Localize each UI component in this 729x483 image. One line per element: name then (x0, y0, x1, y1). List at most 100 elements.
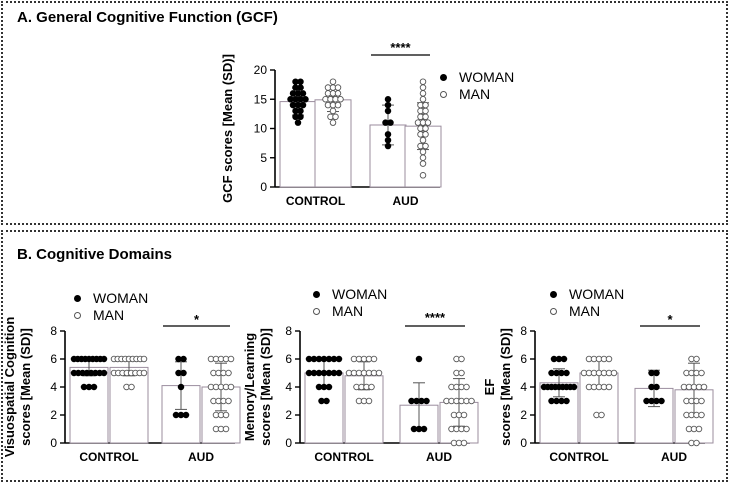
data-point (100, 355, 108, 363)
y-tick-label: 0 (260, 180, 267, 194)
data-point (419, 148, 427, 156)
data-point (334, 84, 342, 91)
data-point (302, 95, 309, 103)
open-circle-icon (313, 308, 320, 315)
legend-label-woman: WOMAN (459, 69, 515, 85)
data-point (297, 84, 304, 91)
y-tick-label: 20 (254, 63, 268, 77)
data-point (297, 113, 304, 121)
data-point (422, 131, 429, 138)
panel-a: A. General Cognitive Function (GCF) (1, 1, 728, 225)
data-point (182, 411, 190, 419)
data-point (423, 397, 430, 405)
data-point (419, 172, 427, 179)
data-point (563, 397, 570, 405)
legend-label-man: MAN (569, 303, 601, 319)
data-point (698, 411, 705, 419)
data-point (323, 397, 330, 405)
y-tick-label: 2 (50, 408, 57, 422)
data-point (422, 107, 429, 115)
data-point (299, 101, 307, 109)
legend-item-man: MAN (550, 303, 624, 320)
data-point (177, 383, 185, 391)
data-point (560, 355, 568, 363)
y-tick-label: 2 (520, 408, 527, 422)
data-point (653, 369, 660, 377)
y-axis-label: EFscores [Mean (SD)] (482, 328, 513, 446)
data-point (337, 95, 344, 103)
data-point (140, 355, 148, 363)
data-point (325, 383, 333, 391)
data-point (422, 125, 429, 132)
data-point (424, 119, 432, 126)
data-point (384, 131, 392, 138)
data-point (100, 369, 108, 377)
chart-a: 0 5 10 15 20 GCF scores [Mean (SD)] CONTROL AUD… (220, 40, 442, 208)
y-axis-label: GCF scores [Mean (SD)] (220, 54, 235, 203)
data-point (419, 154, 427, 161)
data-point (422, 142, 429, 150)
x-tick-label: AUD (661, 450, 687, 464)
x-tick-label: CONTROL (314, 450, 373, 464)
y-tick-label: 6 (50, 352, 57, 366)
data-point (375, 369, 383, 377)
y-tick-label: 0 (285, 436, 292, 450)
legend-visuospatial: WOMAN MAN (74, 290, 148, 324)
y-tick-label: 6 (520, 352, 527, 366)
data-point (419, 95, 427, 103)
data-point (563, 369, 570, 377)
legend-ef: WOMAN MAN (550, 286, 624, 320)
data-point (227, 355, 235, 363)
data-point (460, 439, 468, 447)
filled-circle-icon (74, 295, 81, 302)
data-point (225, 369, 232, 377)
open-circle-icon (550, 308, 557, 315)
data-point (419, 84, 427, 91)
data-point (570, 383, 578, 391)
y-axis-label-line: EF (482, 379, 497, 396)
data-point (605, 383, 613, 391)
significance-label: * (667, 312, 673, 327)
x-tick-label: AUD (188, 450, 214, 464)
chart-b1: 0 2 4 6 8 Visuospatial Cognitionscores [Mean … (2, 312, 241, 464)
data-point (225, 397, 232, 405)
y-tick-label: 0 (50, 436, 57, 450)
data-point (698, 369, 705, 377)
data-point (460, 411, 468, 419)
data-point (419, 78, 427, 85)
legend-item-woman: WOMAN (550, 286, 624, 303)
data-point (365, 397, 373, 405)
data-point (334, 101, 342, 109)
legend-label-man: MAN (332, 303, 364, 319)
filled-circle-icon (550, 291, 557, 298)
legend-label-woman: WOMAN (332, 286, 388, 302)
data-point (297, 107, 304, 115)
y-tick-label: 15 (254, 92, 268, 106)
data-point (329, 119, 337, 126)
legend-gcf: WOMAN MAN (440, 69, 514, 103)
y-axis-label-line: scores [Mean (SD)] (258, 328, 273, 446)
data-point (693, 439, 700, 447)
y-axis-label-line: Visuospatial Cognition (2, 317, 17, 458)
data-point (222, 425, 230, 433)
x-tick-label: AUD (393, 194, 419, 208)
data-point (334, 90, 342, 97)
data-point (387, 119, 394, 126)
data-point (700, 383, 708, 391)
y-tick-label: 10 (254, 122, 268, 136)
y-axis-label-line: scores [Mean (SD)] (18, 328, 33, 446)
data-point (458, 355, 465, 363)
legend-label-man: MAN (93, 307, 125, 323)
panel-b-title: B. Cognitive Domains (17, 246, 173, 263)
data-point (693, 355, 700, 363)
data-point (420, 425, 428, 433)
data-point (419, 160, 427, 167)
data-point (384, 142, 392, 150)
data-point (653, 383, 660, 391)
data-point (468, 397, 475, 405)
x-tick-label: CONTROL (286, 194, 345, 208)
data-point (610, 369, 618, 377)
data-point (370, 355, 378, 363)
legend-label-man: MAN (459, 86, 491, 102)
